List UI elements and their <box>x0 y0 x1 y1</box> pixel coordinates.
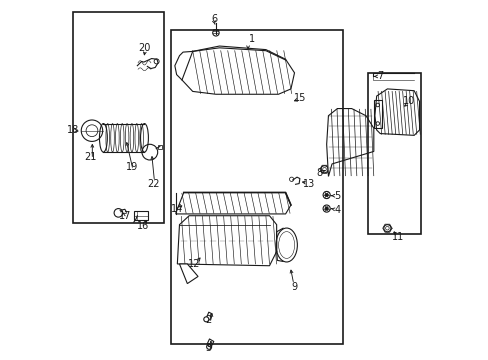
Text: 22: 22 <box>147 179 159 189</box>
Polygon shape <box>182 46 294 94</box>
Polygon shape <box>179 264 198 284</box>
Text: 21: 21 <box>84 152 97 162</box>
Text: 7: 7 <box>376 71 383 81</box>
Text: 14: 14 <box>170 203 183 213</box>
Text: 13: 13 <box>302 179 314 189</box>
Bar <box>73 12 164 223</box>
Text: 8: 8 <box>316 168 322 178</box>
Text: 15: 15 <box>293 93 305 103</box>
Polygon shape <box>177 216 276 266</box>
Text: 6: 6 <box>211 14 217 24</box>
Polygon shape <box>326 109 373 176</box>
Text: 20: 20 <box>138 43 150 53</box>
Text: 18: 18 <box>67 125 79 135</box>
Polygon shape <box>374 89 419 135</box>
Polygon shape <box>176 193 290 214</box>
Circle shape <box>324 193 328 197</box>
Text: 10: 10 <box>402 96 414 107</box>
Bar <box>367 73 421 234</box>
Text: 2: 2 <box>205 315 211 325</box>
Text: 3: 3 <box>205 343 211 353</box>
Text: 11: 11 <box>391 232 404 242</box>
Bar <box>134 211 148 220</box>
Text: 17: 17 <box>119 211 131 221</box>
Text: 1: 1 <box>248 34 254 44</box>
Bar <box>171 30 342 344</box>
Bar <box>373 100 381 128</box>
Bar <box>157 145 162 149</box>
Circle shape <box>324 207 328 210</box>
Text: 9: 9 <box>291 282 297 292</box>
Text: 4: 4 <box>334 205 340 215</box>
Text: 12: 12 <box>188 259 200 269</box>
Text: 5: 5 <box>334 191 340 201</box>
Text: 16: 16 <box>136 221 148 231</box>
Text: 19: 19 <box>125 162 138 172</box>
